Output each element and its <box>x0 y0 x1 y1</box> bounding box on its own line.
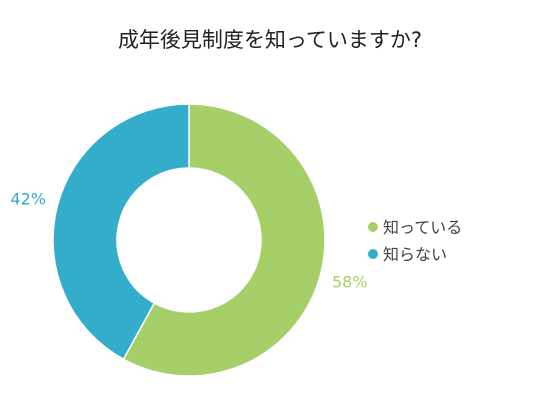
slice-label-2: 42% <box>10 190 46 209</box>
slice-label-1: 58% <box>332 272 368 291</box>
legend-marker-1 <box>368 222 378 232</box>
donut-slices <box>52 103 326 377</box>
slice-labels: 58% 42% <box>10 190 367 292</box>
legend-label-2: 知らない <box>383 245 447 264</box>
legend-label-1: 知っている <box>383 218 462 237</box>
legend-marker-2 <box>368 249 378 259</box>
slice-2 <box>52 103 190 361</box>
slice-1 <box>122 103 326 377</box>
chart-title: 成年後見制度を知っていますか? <box>118 28 422 52</box>
